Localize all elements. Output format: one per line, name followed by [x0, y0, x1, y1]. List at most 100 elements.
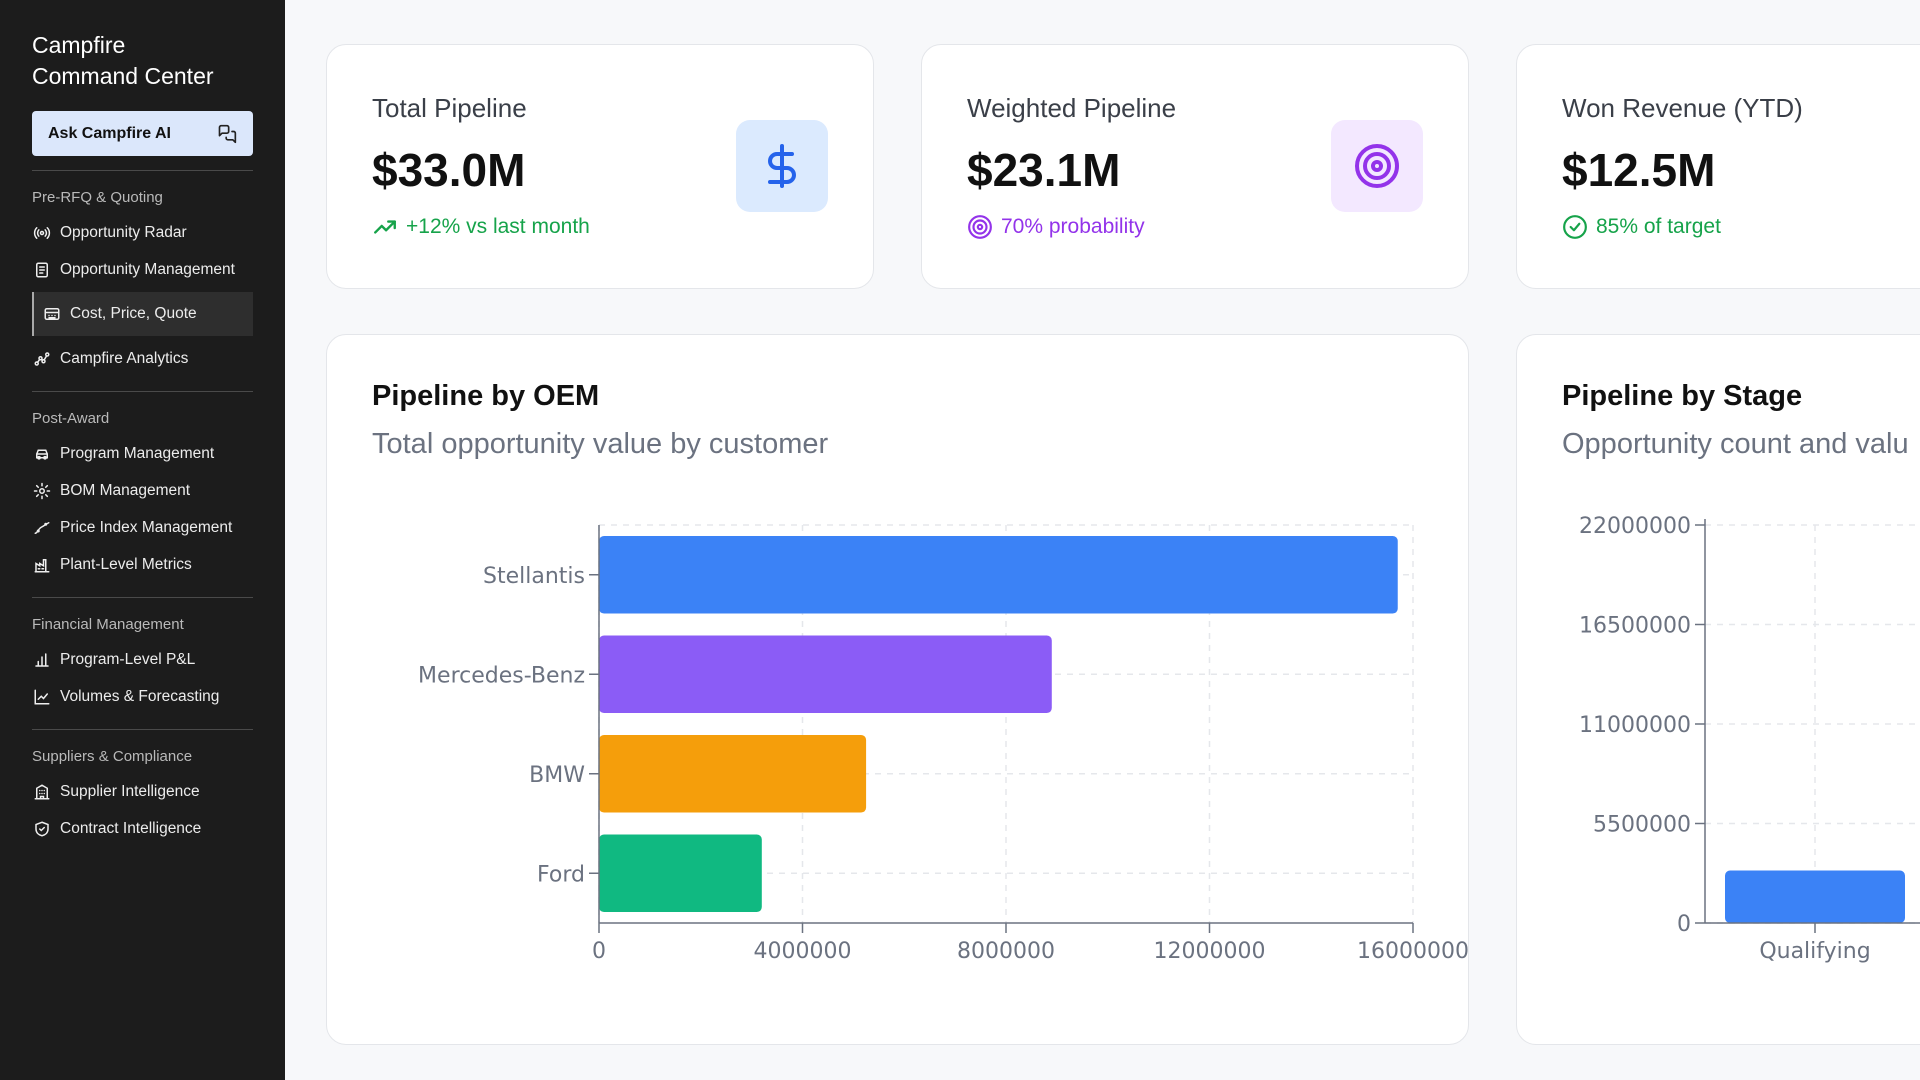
bar-bmw: [599, 734, 867, 813]
target-icon-badge: [1331, 120, 1423, 212]
divider: [32, 729, 253, 730]
ask-campfire-ai-label: Ask Campfire AI: [48, 124, 171, 142]
stat-probability: 70% probability: [967, 214, 1145, 240]
target-icon: [1355, 144, 1399, 188]
x-tick-label: 4000000: [754, 939, 852, 964]
panel-subtitle: Total opportunity value by customer: [372, 428, 829, 460]
building-icon: [32, 782, 52, 802]
brand-line-1: Campfire: [32, 32, 126, 58]
nav-item-bom-management[interactable]: BOM Management: [32, 472, 253, 509]
nav-label: Opportunity Management: [60, 260, 235, 278]
nav-item-supplier-intelligence[interactable]: Supplier Intelligence: [32, 773, 253, 810]
factory-icon: [32, 555, 52, 575]
stat-target: 85% of target: [1562, 214, 1721, 240]
stat-title: Total Pipeline: [372, 93, 527, 123]
panel-title: Pipeline by OEM: [372, 380, 600, 412]
x-tick-label: 16000000: [1357, 939, 1469, 964]
panel-title: Pipeline by Stage: [1562, 380, 1803, 412]
stat-title: Won Revenue (YTD): [1562, 93, 1803, 123]
section-label-post-award: Post-Award: [32, 410, 110, 427]
divider: [32, 391, 253, 392]
ask-campfire-ai-button[interactable]: Ask Campfire AI: [32, 111, 253, 156]
nav-label: Opportunity Radar: [60, 223, 187, 241]
document-icon: [32, 260, 52, 280]
bar-qualifying: [1725, 870, 1905, 923]
nav-item-campfire-analytics[interactable]: Campfire Analytics: [32, 340, 253, 377]
bar-ford: [599, 834, 762, 913]
stat-trend-text: +12% vs last month: [406, 215, 590, 238]
stage-bar-chart: 0 5500000 11000000 16500000 22000000 Qualifyi…: [1579, 514, 1920, 964]
stat-value: $33.0M: [372, 144, 526, 196]
y-tick-label: 0: [1677, 912, 1691, 937]
x-tick-label: 0: [592, 939, 606, 964]
nav-label: Program-Level P&L: [60, 650, 196, 668]
stat-value: $23.1M: [967, 144, 1121, 196]
nav-item-program-level-pl[interactable]: Program-Level P&L: [32, 641, 253, 678]
radar-icon: [32, 223, 52, 243]
y-tick-label: Ford: [537, 862, 585, 887]
nav-label: Program Management: [60, 444, 215, 462]
stat-trend: +12% vs last month: [372, 214, 590, 240]
section-label-suppliers: Suppliers & Compliance: [32, 748, 193, 765]
dollar-icon: [768, 144, 796, 188]
oem-bar-chart: Stellantis Mercedes-Benz BMW Ford 0 4000000 80…: [418, 524, 1469, 964]
nav-item-plant-level-metrics[interactable]: Plant-Level Metrics: [32, 546, 253, 583]
nav-label: Volumes & Forecasting: [60, 687, 220, 705]
nav-label: Contract Intelligence: [60, 819, 202, 837]
gear-icon: [32, 481, 52, 501]
y-tick-label: 16500000: [1579, 614, 1691, 639]
trend-icon: [32, 518, 52, 538]
section-label-pre-rfq: Pre-RFQ & Quoting: [32, 189, 163, 206]
y-tick-label: Mercedes-Benz: [418, 663, 585, 688]
x-tick-label: 8000000: [957, 939, 1055, 964]
y-tick-label: 22000000: [1579, 514, 1691, 539]
nav-label: Plant-Level Metrics: [60, 555, 192, 573]
nav-item-opportunity-management[interactable]: Opportunity Management: [32, 251, 253, 288]
brand-line-2: Command Center: [32, 63, 214, 89]
bar-stellantis: [599, 535, 1398, 614]
target-small-icon: [968, 215, 992, 239]
shield-icon: [32, 819, 52, 839]
nav-item-volumes-forecasting[interactable]: Volumes & Forecasting: [32, 678, 253, 715]
nav-label: Supplier Intelligence: [60, 782, 200, 800]
stat-target-text: 85% of target: [1596, 215, 1721, 238]
divider: [32, 170, 253, 171]
trending-up-icon: [374, 220, 396, 234]
nav-item-contract-intelligence[interactable]: Contract Intelligence: [32, 810, 253, 847]
nav-item-cost-price-quote[interactable]: Cost, Price, Quote: [32, 292, 253, 336]
won-revenue-card: Won Revenue (YTD) $12.5M 85% of target: [1516, 44, 1920, 289]
divider: [32, 597, 253, 598]
dollar-icon-badge: [736, 120, 828, 212]
panel-subtitle: Opportunity count and valu: [1562, 428, 1909, 460]
nav-item-price-index-management[interactable]: Price Index Management: [32, 509, 253, 546]
pipeline-by-stage-panel: Pipeline by Stage Opportunity count and …: [1516, 334, 1920, 1045]
nav-label: Price Index Management: [60, 518, 233, 536]
x-tick-label: 12000000: [1154, 939, 1266, 964]
pipeline-by-oem-panel: Pipeline by OEM Total opportunity value …: [326, 334, 1469, 1045]
check-circle-icon: [1563, 215, 1587, 239]
nav-item-program-management[interactable]: Program Management: [32, 435, 253, 472]
bar-mercedes-benz: [599, 635, 1052, 714]
nav-label: BOM Management: [60, 481, 191, 499]
x-tick-label: Qualifying: [1759, 939, 1870, 964]
nav-item-opportunity-radar[interactable]: Opportunity Radar: [32, 214, 253, 251]
y-tick-label: 5500000: [1593, 813, 1691, 838]
stat-probability-text: 70% probability: [1001, 215, 1145, 238]
section-label-financial: Financial Management: [32, 616, 184, 633]
stat-value: $12.5M: [1562, 144, 1716, 196]
y-tick-label: 11000000: [1579, 713, 1691, 738]
sidebar: Campfire Command Center Ask Campfire AI …: [0, 0, 285, 1080]
bar-chart-icon: [32, 650, 52, 670]
analytics-icon: [32, 349, 52, 369]
y-tick-label: Stellantis: [483, 564, 585, 589]
chat-icon: [218, 124, 237, 143]
car-icon: [32, 444, 52, 464]
weighted-pipeline-card: Weighted Pipeline $23.1M 70% probability: [921, 44, 1469, 289]
nav-label: Campfire Analytics: [60, 349, 189, 367]
brand-title: Campfire Command Center: [32, 30, 253, 92]
calculator-icon: [42, 304, 62, 324]
stat-title: Weighted Pipeline: [967, 93, 1177, 123]
y-tick-label: BMW: [529, 763, 585, 788]
line-chart-icon: [32, 687, 52, 707]
total-pipeline-card: Total Pipeline $33.0M +12% vs last month: [326, 44, 874, 289]
